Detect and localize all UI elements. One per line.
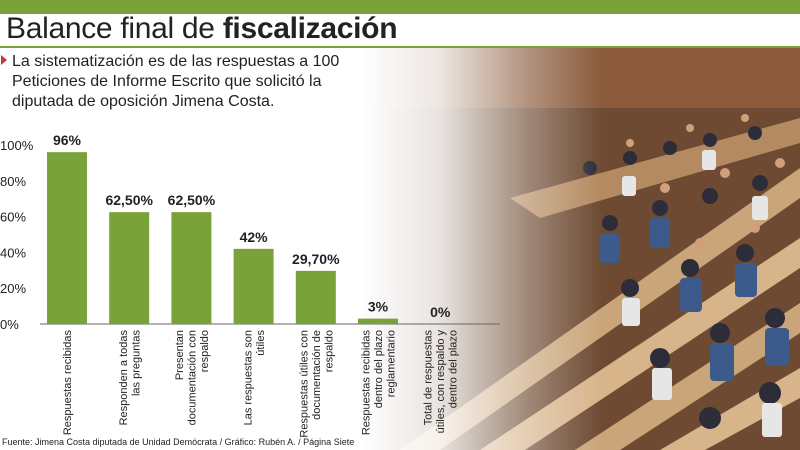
- category-label-line: Respuestas recibidas: [62, 330, 74, 436]
- data-label: 29,70%: [292, 251, 340, 267]
- category-label: Respuestas útiles con documentación de res…: [298, 330, 335, 438]
- category-label-line: Presentan: [174, 330, 186, 380]
- bar: [47, 152, 87, 324]
- category-label-line: Respuestas útiles con: [298, 330, 310, 438]
- category-label-line: dentro del plazo: [448, 330, 460, 408]
- source-credit: Fuente: Jimena Costa diputada de Unidad …: [2, 437, 355, 447]
- category-label: Respuestas recibidas dentro del plazo regl…: [361, 330, 398, 436]
- y-tick-label: 40%: [0, 245, 26, 260]
- category-label-line: respaldo: [323, 330, 335, 372]
- category-label-line: Total de respuestas: [423, 330, 435, 426]
- category-label: Las respuestas son útiles: [242, 330, 267, 426]
- data-label: 62,50%: [105, 192, 153, 208]
- category-label: Responden a todas las preguntas: [118, 330, 143, 426]
- bar: [109, 212, 150, 324]
- title-bold: fiscalización: [222, 12, 398, 45]
- y-tick-label: 80%: [0, 174, 26, 189]
- bar: [233, 248, 274, 324]
- category-label: Respuestas recibidas: [62, 330, 74, 436]
- bar: [358, 318, 398, 324]
- page-title: Balance final de fiscalización: [6, 12, 398, 46]
- category-label-line: Respuestas recibidas: [361, 330, 373, 436]
- title-regular: Balance final de: [6, 12, 223, 45]
- category-label: Total de respuestas útiles, con respaldo …: [423, 330, 460, 434]
- category-label-line: útiles: [255, 330, 267, 356]
- intro-text: La sistematización es de las respuestas …: [1, 52, 340, 112]
- parliament-photo: [360, 48, 800, 450]
- bullet-marker-icon: [1, 55, 7, 65]
- bar-chart: 0% 20% 40% 60% 80% 100% 96% Respuestas recibida…: [0, 132, 500, 438]
- data-label: 42%: [240, 229, 269, 245]
- y-tick-label: 20%: [0, 281, 26, 296]
- category-label-line: respaldo: [199, 330, 211, 372]
- y-tick-label: 0%: [0, 317, 19, 332]
- category-label-line: documentación de: [311, 330, 323, 420]
- data-label: 3%: [368, 299, 389, 315]
- intro-line: Peticiones de Informe Escrito que solici…: [12, 73, 322, 90]
- y-tick-label: 100%: [0, 138, 34, 153]
- title-rule: [0, 46, 800, 48]
- category-label-line: útiles, con respaldo y: [435, 330, 447, 434]
- category-label-line: reglamentario: [386, 330, 398, 397]
- intro-line: diputada de oposición Jimena Costa.: [12, 93, 275, 110]
- intro-line: La sistematización es de las respuestas …: [12, 53, 340, 70]
- data-label: 96%: [53, 132, 82, 148]
- data-label: 0%: [430, 304, 451, 320]
- photo-fade-overlay: [360, 48, 800, 450]
- category-label-line: las preguntas: [130, 330, 142, 397]
- bar: [295, 270, 336, 324]
- category-label-line: dentro del plazo: [373, 330, 385, 408]
- category-label: Presentan documentación con respaldo: [174, 330, 211, 425]
- top-accent-bar: [0, 0, 800, 14]
- category-label-line: Las respuestas son: [242, 330, 254, 425]
- category-label-line: documentación con: [186, 330, 198, 425]
- data-label: 62,50%: [168, 192, 216, 208]
- category-label-line: Responden a todas: [118, 330, 130, 426]
- bar: [171, 212, 212, 324]
- y-tick-label: 60%: [0, 210, 26, 225]
